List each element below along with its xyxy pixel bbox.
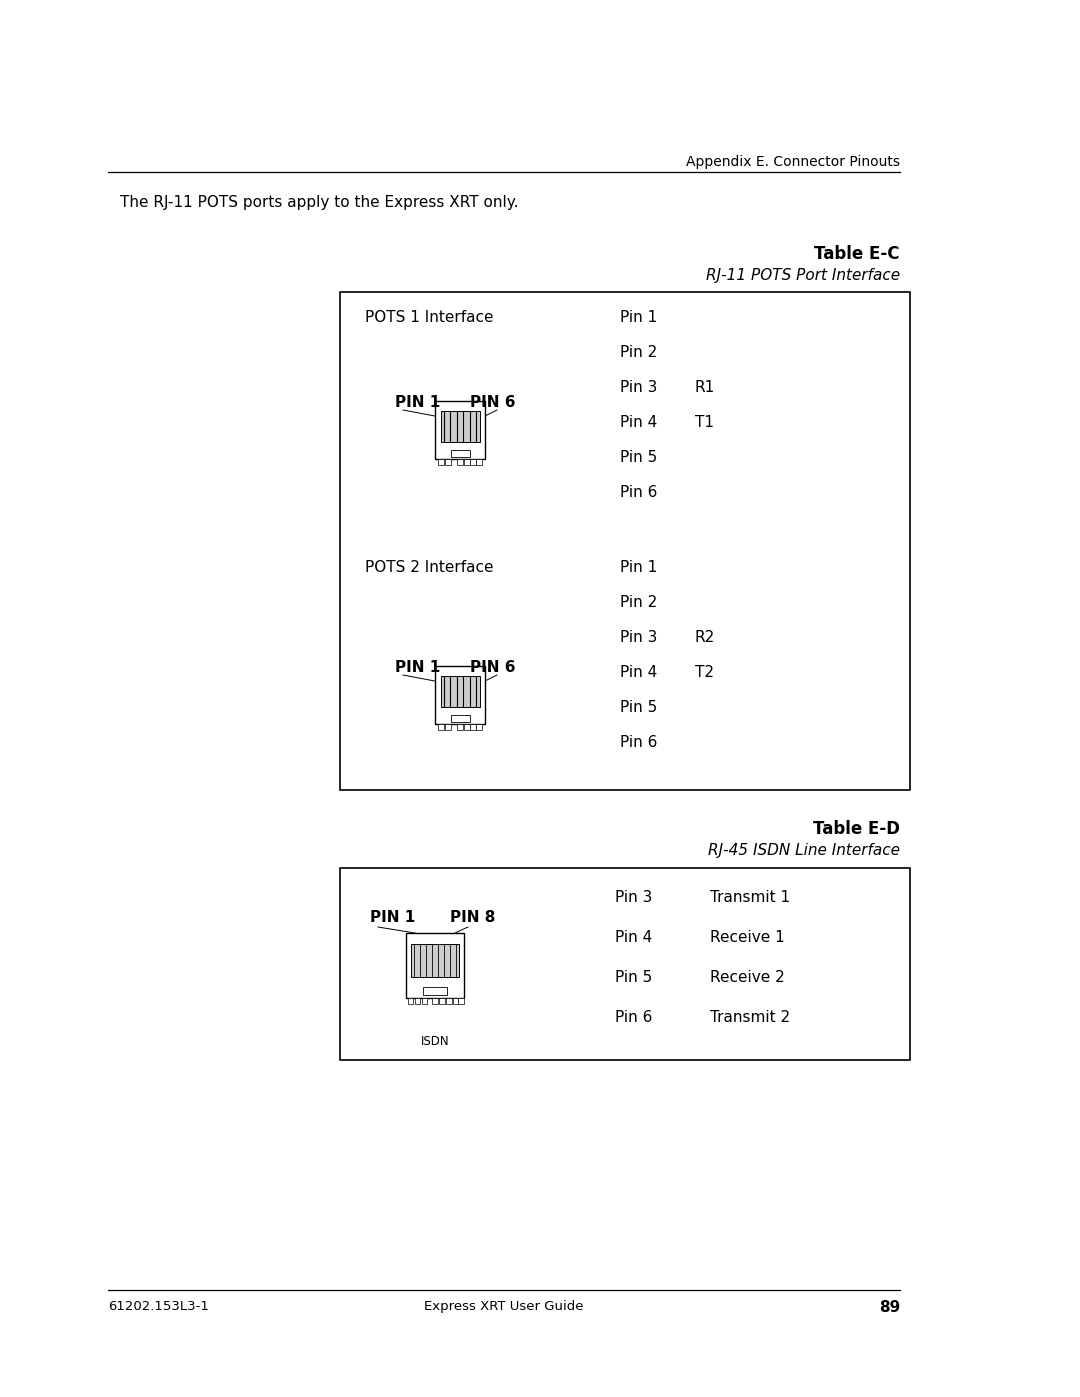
Text: 61202.153L3-1: 61202.153L3-1 xyxy=(108,1301,208,1313)
Text: Pin 6: Pin 6 xyxy=(615,1010,652,1025)
Bar xyxy=(438,724,444,729)
Text: Express XRT User Guide: Express XRT User Guide xyxy=(424,1301,584,1313)
Bar xyxy=(438,460,444,465)
Text: PIN 1: PIN 1 xyxy=(395,395,441,409)
Text: RJ-11 POTS Port Interface: RJ-11 POTS Port Interface xyxy=(706,268,900,284)
Bar xyxy=(470,724,476,729)
Text: Receive 2: Receive 2 xyxy=(710,970,785,985)
Bar xyxy=(435,666,485,724)
Text: PIN 1: PIN 1 xyxy=(370,909,415,925)
Bar xyxy=(476,724,482,729)
Text: Transmit 2: Transmit 2 xyxy=(710,1010,791,1025)
Text: T1: T1 xyxy=(696,415,714,430)
Text: Pin 4: Pin 4 xyxy=(620,415,658,430)
Bar xyxy=(415,997,420,1004)
Bar xyxy=(423,988,447,995)
Text: The RJ-11 POTS ports apply to the Express XRT only.: The RJ-11 POTS ports apply to the Expres… xyxy=(120,196,518,210)
Text: ISDN: ISDN xyxy=(421,1035,449,1048)
Text: 89: 89 xyxy=(879,1301,900,1315)
Text: Pin 2: Pin 2 xyxy=(620,595,658,610)
Text: Pin 5: Pin 5 xyxy=(620,700,658,715)
Bar xyxy=(459,997,463,1004)
Text: Pin 6: Pin 6 xyxy=(620,485,658,500)
Text: POTS 2 Interface: POTS 2 Interface xyxy=(365,560,494,576)
Text: Pin 6: Pin 6 xyxy=(620,735,658,750)
Bar xyxy=(440,997,445,1004)
Text: Pin 1: Pin 1 xyxy=(620,310,658,326)
Bar xyxy=(450,715,470,722)
Text: PIN 6: PIN 6 xyxy=(470,395,515,409)
Bar xyxy=(435,401,485,460)
Bar xyxy=(441,412,480,441)
Bar xyxy=(445,460,450,465)
Bar xyxy=(464,724,470,729)
Bar xyxy=(470,460,476,465)
Text: RJ-45 ISDN Line Interface: RJ-45 ISDN Line Interface xyxy=(708,842,900,858)
Text: Pin 3: Pin 3 xyxy=(620,380,658,395)
Bar xyxy=(445,724,450,729)
Bar xyxy=(441,676,480,707)
Text: Pin 5: Pin 5 xyxy=(620,450,658,465)
Bar xyxy=(454,997,459,1004)
Bar xyxy=(476,460,482,465)
Text: T2: T2 xyxy=(696,665,714,680)
Text: Transmit 1: Transmit 1 xyxy=(710,890,791,905)
Text: R1: R1 xyxy=(696,380,715,395)
Bar xyxy=(340,292,910,789)
Text: Receive 1: Receive 1 xyxy=(710,930,785,944)
Bar xyxy=(450,450,470,457)
Bar xyxy=(457,724,462,729)
Bar xyxy=(432,997,437,1004)
Text: Pin 4: Pin 4 xyxy=(620,665,658,680)
Text: PIN 6: PIN 6 xyxy=(470,659,515,675)
Bar xyxy=(408,997,414,1004)
Text: Table E-D: Table E-D xyxy=(813,820,900,838)
Bar xyxy=(411,944,459,977)
Text: Pin 4: Pin 4 xyxy=(615,930,652,944)
Text: R2: R2 xyxy=(696,630,715,645)
Text: Pin 5: Pin 5 xyxy=(615,970,652,985)
Bar xyxy=(406,933,464,997)
Text: Pin 3: Pin 3 xyxy=(615,890,652,905)
Text: Appendix E. Connector Pinouts: Appendix E. Connector Pinouts xyxy=(686,155,900,169)
Text: Pin 1: Pin 1 xyxy=(620,560,658,576)
Text: Pin 3: Pin 3 xyxy=(620,630,658,645)
Text: Pin 2: Pin 2 xyxy=(620,345,658,360)
Bar xyxy=(457,460,462,465)
Bar xyxy=(340,868,910,1060)
Text: PIN 1: PIN 1 xyxy=(395,659,441,675)
Text: PIN 8: PIN 8 xyxy=(450,909,496,925)
Bar xyxy=(446,997,451,1004)
Text: POTS 1 Interface: POTS 1 Interface xyxy=(365,310,494,326)
Bar xyxy=(464,460,470,465)
Text: Table E-C: Table E-C xyxy=(814,244,900,263)
Bar xyxy=(422,997,428,1004)
